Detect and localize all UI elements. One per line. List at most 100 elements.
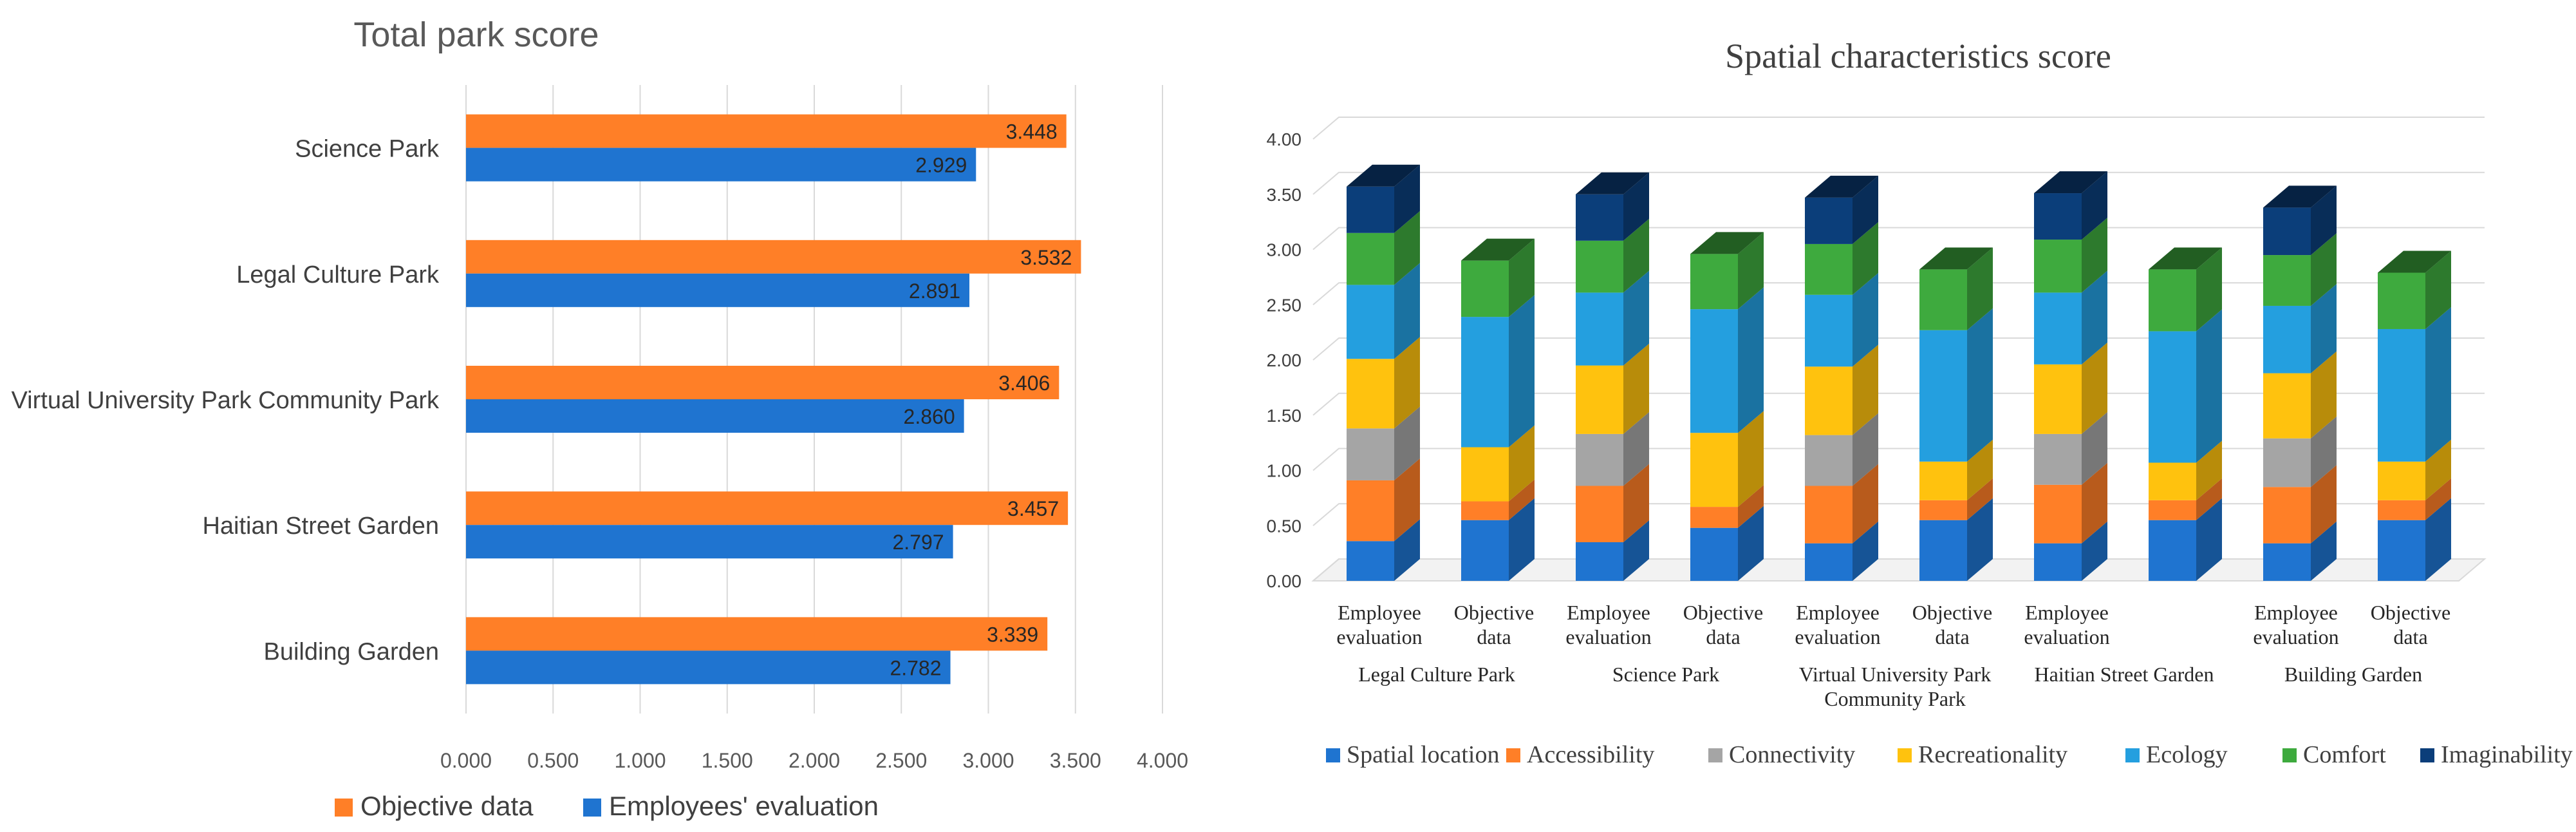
data-label: 3.339 [987, 623, 1038, 646]
bar-top [1347, 164, 1420, 187]
bar-segment [2034, 193, 2082, 240]
data-label: 2.929 [915, 154, 967, 177]
bar-side [1853, 222, 1878, 295]
bar-side [2311, 521, 2337, 581]
bar-segment [2378, 500, 2425, 520]
bar-segment [1461, 317, 1509, 448]
bar [466, 114, 1067, 148]
bar-side [2311, 465, 2337, 544]
category-label: Building Garden [263, 638, 439, 665]
bar-side [2425, 307, 2451, 462]
bar-label: data [1477, 625, 1511, 648]
category-label: Haitian Street Garden [202, 513, 439, 540]
legend-label: Comfort [2303, 741, 2386, 768]
x-tick-label: 1.500 [702, 749, 753, 772]
bar-label: data [1935, 625, 1969, 648]
bar [466, 650, 951, 685]
data-label: 3.457 [1007, 497, 1059, 520]
bar-top [1919, 247, 1993, 270]
bar-side [2425, 251, 2451, 329]
bar-label: evaluation [2024, 625, 2109, 648]
bar-segment [1805, 294, 1853, 367]
bar-segment [2378, 520, 2425, 581]
bar-segment [2263, 543, 2311, 581]
bar-side [2196, 440, 2222, 500]
bar-side [1509, 498, 1535, 581]
bar-side [2196, 309, 2222, 463]
data-label: 2.797 [893, 531, 944, 554]
bar-segment [2149, 462, 2196, 500]
bar-segment [2263, 487, 2311, 544]
bar-top [1690, 232, 1764, 254]
bar-side [1738, 411, 1764, 507]
bar-label: Objective [1912, 601, 1992, 624]
legend-swatch [2125, 748, 2140, 762]
bar-segment [1919, 520, 1967, 581]
bar-segment [1576, 433, 1623, 486]
bar [466, 399, 964, 433]
bar-segment [2263, 255, 2311, 306]
bar-segment [1919, 330, 1967, 462]
bar-label: data [2393, 625, 2427, 648]
legend-label: Connectivity [1729, 741, 1855, 768]
y-tick-label: 3.00 [1267, 240, 1302, 260]
bar-label: data [1706, 625, 1740, 648]
bar [466, 617, 1048, 651]
bar-segment [1805, 435, 1853, 486]
y-tick-label: 2.50 [1267, 295, 1302, 315]
bar-segment [1919, 461, 1967, 500]
category-label: Legal Culture Park [236, 261, 440, 288]
bar-segment [1576, 292, 1623, 366]
bar-side [2082, 171, 2107, 240]
legend-swatch [2420, 748, 2434, 762]
group-label: Haitian Street Garden [2035, 663, 2214, 686]
bar-top [1461, 238, 1535, 261]
bar-segment [1461, 260, 1509, 317]
bar-side [2082, 411, 2107, 485]
bar-side [1967, 308, 1993, 462]
bar-side [1967, 439, 1993, 500]
bar-label: evaluation [2253, 625, 2338, 648]
bar [466, 273, 970, 307]
bar-segment [1919, 269, 1967, 330]
legend-label-objective-data: Objective data [360, 791, 534, 821]
bar-segment [1347, 285, 1394, 359]
bar-segment [1690, 527, 1738, 581]
y-tick-label: 2.00 [1267, 350, 1302, 370]
bar-side [2311, 283, 2337, 373]
gridline [1312, 117, 2485, 140]
bar [466, 491, 1069, 525]
bar-top [2378, 251, 2451, 273]
bar-segment [2034, 543, 2082, 581]
legend-swatch-employees-evaluation [583, 799, 601, 817]
legend-label: Ecology [2146, 741, 2228, 768]
bar-label: Objective [1454, 601, 1534, 624]
bar-side [1967, 478, 1993, 520]
bar-segment [2034, 484, 2082, 544]
group-label: Legal Culture Park [1358, 663, 1515, 686]
bar-side [1394, 263, 1420, 359]
group-label: Science Park [1612, 663, 1719, 686]
bar-side [1623, 172, 1649, 241]
bar-side [1623, 270, 1649, 366]
bar-side [1509, 238, 1535, 317]
data-label: 3.532 [1020, 246, 1072, 269]
group-label: Building Garden [2284, 663, 2422, 686]
data-label: 2.782 [890, 656, 941, 679]
bar-side [1623, 411, 1649, 486]
bar-top [2149, 247, 2222, 270]
legend-label: Imaginability [2441, 741, 2573, 768]
spatial-characteristics-score-chart: Spatial characteristics score 0.00 0.50 1.… [1267, 37, 2573, 768]
bar-side [1509, 479, 1535, 520]
bar-segment [2149, 500, 2196, 520]
bar-segment [1576, 365, 1623, 434]
legend-swatch [1326, 748, 1340, 762]
y-tick-label: 0.00 [1267, 571, 1302, 591]
bar-segment [1690, 309, 1738, 433]
bar-segment [1461, 501, 1509, 520]
bar-segment [2263, 438, 2311, 487]
bar-side [2311, 351, 2337, 439]
bar-side [1394, 211, 1420, 285]
bar-segment [2149, 520, 2196, 581]
bar-label: Employee [1338, 601, 1421, 624]
